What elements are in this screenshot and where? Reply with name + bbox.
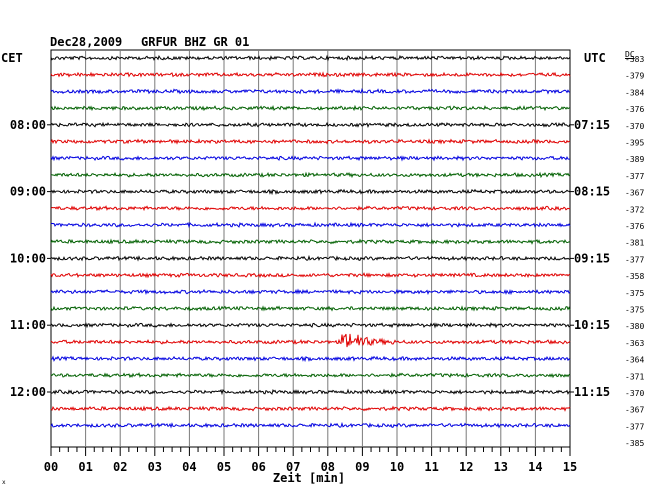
dc-offset-value: -389 [625,155,644,164]
trace-line [50,421,571,429]
right-timezone-label: UTC [584,51,606,65]
dc-offset-value: -372 [625,205,644,214]
trace-line [51,355,571,363]
x-tick-label: 05 [217,460,231,474]
x-tick-label: 07 [286,460,300,474]
station-code: GRFUR BHZ GR 01 [141,35,250,49]
corner-mark: x [2,479,6,486]
trace-line [50,272,571,279]
dc-offset-value: -377 [625,172,644,181]
dc-offset-value: -371 [625,372,644,381]
dc-offset-value: -384 [625,88,644,97]
dc-offset-value: -380 [625,322,644,331]
trace-line [50,333,571,348]
x-tick-label: 12 [459,460,473,474]
dc-offset-value: -367 [625,406,644,415]
x-tick-label: 14 [528,460,542,474]
left-time-label: 10:00 [10,251,46,265]
x-tick-label: 02 [113,460,127,474]
dc-offset-value: -376 [625,105,644,114]
x-tick-label: 15 [563,460,577,474]
left-time-label: 09:00 [10,185,46,199]
x-tick-label: 06 [251,460,265,474]
trace-line [50,155,571,162]
x-tick-label: 11 [424,460,438,474]
left-time-label: 12:00 [10,385,46,399]
dc-offset-value: -367 [625,189,644,198]
dc-offset-value: -358 [625,272,644,281]
trace-line [50,87,571,95]
right-time-label: 09:15 [574,251,610,265]
dc-offset-value: -379 [625,72,644,81]
dc-label: DC [625,50,635,59]
dc-offset-value: -376 [625,222,644,231]
right-time-label: 11:15 [574,385,610,399]
trace-line [50,54,571,62]
trace-line [50,188,571,196]
x-tick-label: 03 [148,460,162,474]
trace-line [50,205,571,212]
dc-offset-value: -381 [625,239,644,248]
x-tick-label: 01 [78,460,92,474]
dc-offset-value: -395 [625,139,644,148]
x-tick-label: 08 [321,460,335,474]
trace-line [50,322,571,329]
dc-offset-value: -383 [625,55,644,64]
trace-line [50,372,571,379]
trace-line [50,238,571,245]
dc-offset-value: -385 [625,439,644,448]
right-time-label: 10:15 [574,318,610,332]
dc-offset-value: -370 [625,122,644,131]
trace-line [50,405,571,412]
dc-offset-value: -375 [625,306,644,315]
dc-offset-value: -363 [625,339,644,348]
trace-line [50,121,571,129]
x-tick-label: 09 [355,460,369,474]
left-time-label: 08:00 [10,118,46,132]
trace-line [50,388,571,396]
x-tick-label: 04 [182,460,196,474]
trace-line [50,138,571,145]
dc-offset-value: -364 [625,356,644,365]
right-time-label: 08:15 [574,185,610,199]
x-tick-label: 10 [390,460,404,474]
dc-offset-value: -377 [625,255,644,264]
trace-line [50,254,571,262]
left-timezone-label: CET [1,51,23,65]
left-time-label: 11:00 [10,318,46,332]
x-tick-label: 00 [44,460,58,474]
trace-line [50,71,571,78]
dc-offset-value: -375 [625,289,644,298]
trace-line [50,221,571,229]
x-tick-label: 13 [494,460,508,474]
plot-date: Dec28,2009 [50,35,123,49]
right-time-label: 07:15 [574,118,610,132]
trace-line [50,104,571,112]
dc-offset-value: -370 [625,389,644,398]
dc-offset-value: -377 [625,422,644,431]
trace-line [50,305,571,312]
trace-line [51,171,571,179]
x-axis-label: Zeit [min] [273,471,345,485]
trace-line [50,288,571,296]
